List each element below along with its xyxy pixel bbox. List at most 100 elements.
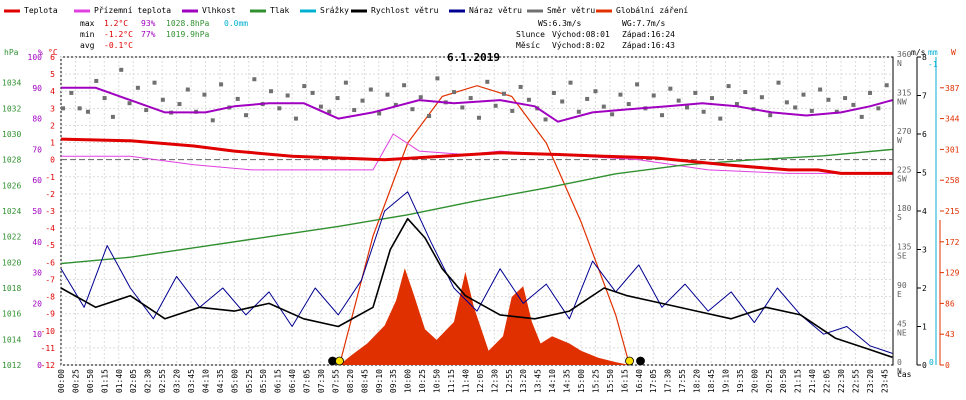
wind-direction-point <box>818 87 823 92</box>
x-tick-label: 12:55 <box>505 369 514 393</box>
astro-sun-rise: Východ:08:01 <box>552 30 610 39</box>
x-tick-label: 19:10 <box>721 369 730 393</box>
temp-tick-label: -5 <box>45 241 55 250</box>
dir-tick-deg: 135 <box>897 243 912 252</box>
wind-direction-point <box>385 92 390 97</box>
x-tick-label: 03:20 <box>173 369 182 393</box>
moonset-marker <box>636 356 645 366</box>
ws-tick-label: 1 <box>922 323 927 332</box>
wind-direction-point <box>219 82 224 87</box>
x-tick-label: 05:50 <box>259 369 268 393</box>
wind-direction-point <box>868 90 873 95</box>
x-tick-label: 20:25 <box>765 369 774 393</box>
wind-direction-point <box>776 80 781 85</box>
dir-tick-label: N <box>897 367 902 376</box>
stats-avg-label: avg <box>80 41 95 50</box>
dir-tick-deg: 45 <box>897 320 907 329</box>
dir-tick-label: W <box>897 136 902 145</box>
x-tick-label: 04:35 <box>216 369 225 393</box>
wind-direction-point <box>743 90 748 95</box>
x-tick-label: 13:45 <box>534 369 543 393</box>
wind-direction-point <box>119 67 124 72</box>
wind-direction-point <box>576 109 581 114</box>
stats-min-temp: -1.2°C <box>104 30 133 39</box>
dir-tick-label: SE <box>897 252 907 261</box>
wind-direction-point <box>668 86 673 91</box>
temp-tick-label: -10 <box>41 327 56 336</box>
x-tick-label: 23:45 <box>880 369 889 393</box>
temp-tick-label: -7 <box>45 275 55 284</box>
astro-sun-label: Slunce <box>516 30 545 39</box>
rad-tick-label: 86 <box>945 299 955 308</box>
wind-direction-point <box>485 79 490 84</box>
dir-tick-deg: 0 <box>897 358 902 367</box>
wind-direction-point <box>61 106 65 111</box>
wind-direction-point <box>368 87 373 92</box>
ws-tick-label: 2 <box>922 284 927 293</box>
stats-rain: 0.0mm <box>224 19 248 28</box>
wind-direction-point <box>718 116 723 121</box>
temp-tick-label: 2 <box>50 121 55 130</box>
temp-tick-label: -4 <box>45 224 55 233</box>
press-tick-label: 1034 <box>2 79 21 88</box>
press-tick-label: 1032 <box>2 104 21 113</box>
dir-tick-label: NW <box>897 98 907 107</box>
wind-direction-point <box>127 101 132 106</box>
moonrise-marker <box>335 356 344 366</box>
wind-direction-point <box>160 97 165 102</box>
wind-speed-line <box>60 217 893 359</box>
pressure-line <box>60 148 893 265</box>
wind-direction-point <box>269 89 273 94</box>
ws-tick-label: 3 <box>922 246 927 255</box>
temperature-line <box>60 137 893 175</box>
hum-tick-label: 100 <box>28 53 43 62</box>
press-tick-label: 1028 <box>2 156 21 165</box>
unit-w: W <box>951 48 956 57</box>
astro-moon-rise: Východ:8:02 <box>552 41 605 50</box>
x-tick-label: 07:30 <box>317 369 326 393</box>
rad-tick-label: 43 <box>945 330 955 339</box>
rain-tick-label: -1 <box>928 60 938 69</box>
wind-direction-point <box>734 102 739 107</box>
wind-direction-point <box>135 85 140 90</box>
wind-direction-point <box>635 82 640 87</box>
x-tick-label: 21:40 <box>808 369 817 393</box>
ws-tick-label: 6 <box>922 130 927 139</box>
press-tick-label: 1020 <box>2 258 21 267</box>
wind-direction-point <box>709 96 714 101</box>
wind-direction-point <box>585 96 590 101</box>
wind-direction-point <box>452 90 457 95</box>
wind-direction-point <box>210 118 215 123</box>
x-tick-label: 06:40 <box>288 369 297 393</box>
legend-label: Teplota <box>24 6 58 15</box>
x-tick-label: 15:25 <box>591 369 600 393</box>
x-tick-label: 14:35 <box>563 369 572 393</box>
press-tick-label: 1026 <box>2 181 21 190</box>
wind-direction-point <box>427 114 432 119</box>
wind-direction-point <box>501 91 506 96</box>
hum-tick-label: 20 <box>32 299 42 308</box>
wind-direction-point <box>110 114 115 119</box>
wind-direction-point <box>352 108 357 113</box>
x-tick-label: 12:30 <box>490 369 499 393</box>
wind-direction-point <box>435 76 440 81</box>
ws-tick-label: 4 <box>922 207 927 216</box>
temp-tick-label: 6 <box>50 53 55 62</box>
legend-label: Směr větru <box>547 6 595 15</box>
x-tick-label: 00:25 <box>71 369 80 393</box>
wind-direction-point <box>568 80 573 85</box>
hum-tick-label: 40 <box>32 238 42 247</box>
temp-tick-label: -8 <box>45 293 55 302</box>
temp-tick-label: 0 <box>50 156 55 165</box>
stats-max-temp: 1.2°C <box>104 19 128 28</box>
x-tick-label: 09:35 <box>389 369 398 393</box>
wind-direction-point <box>685 105 689 110</box>
x-tick-label: 16:40 <box>635 369 644 393</box>
wind-direction-point <box>377 111 382 116</box>
unit-mm: mm <box>928 48 938 57</box>
wind-direction-point <box>851 102 856 107</box>
x-tick-label: 16:15 <box>620 369 629 393</box>
wind-direction-point <box>402 83 407 88</box>
hum-tick-label: 90 <box>32 84 42 93</box>
